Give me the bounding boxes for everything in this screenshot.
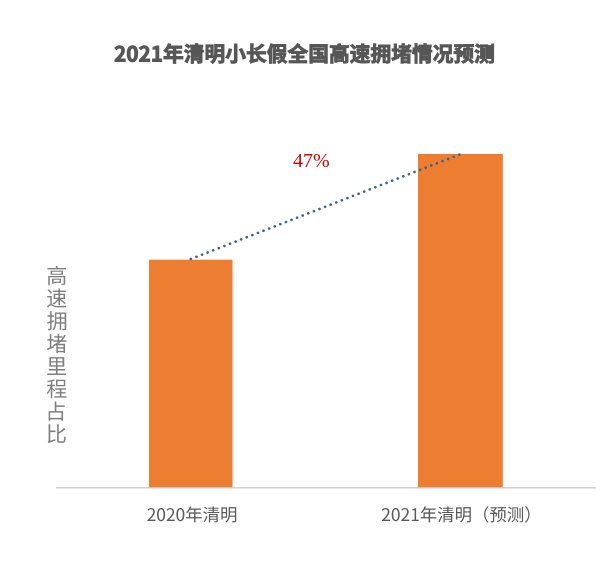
svg-text:47%: 47% (293, 150, 330, 172)
